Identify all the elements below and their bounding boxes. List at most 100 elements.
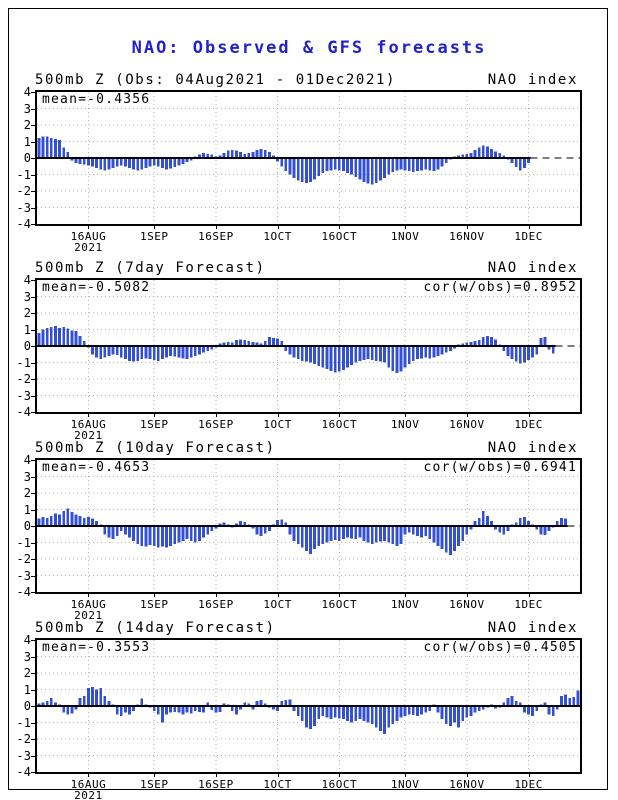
nao-daily-bar	[547, 706, 551, 715]
nao-daily-bar	[494, 526, 498, 530]
y-axis-tick-label: -1	[16, 715, 31, 730]
x-axis-tick-label: 1NOV	[390, 598, 420, 611]
x-axis-tick-mark	[466, 774, 468, 777]
nao-daily-bar	[251, 341, 255, 346]
nao-daily-bar	[477, 517, 481, 526]
nao-daily-bar	[156, 158, 160, 167]
x-axis-tick-label: 16AUG	[70, 230, 107, 243]
nao-daily-bar	[325, 706, 329, 718]
nao-daily-bar	[432, 158, 436, 172]
nao-daily-bar	[539, 526, 543, 535]
nao-daily-bar	[62, 327, 66, 346]
nao-daily-bar	[416, 346, 419, 360]
nao-daily-bar	[395, 158, 399, 171]
x-axis-tick-label: 1OCT	[263, 230, 292, 243]
nao-daily-bar	[66, 706, 70, 715]
nao-daily-bar	[284, 346, 288, 351]
nao-daily-bar	[54, 513, 57, 526]
nao-daily-bar	[444, 706, 448, 725]
nao-daily-bar	[329, 706, 333, 720]
x-axis-tick-mark	[528, 226, 530, 229]
nao-daily-bar	[366, 526, 370, 543]
nao-daily-bar	[296, 158, 300, 181]
nao-daily-bar	[288, 346, 292, 355]
nao-daily-bar	[243, 153, 247, 158]
x-axis-year-label: 2021	[74, 609, 103, 622]
nao-daily-bar	[337, 158, 341, 171]
nao-index-label: NAO index	[487, 440, 578, 456]
y-axis-tick-label: 0	[23, 151, 31, 165]
nao-daily-bar	[165, 526, 168, 548]
nao-daily-bar	[185, 706, 189, 713]
nao-daily-bar	[354, 706, 358, 721]
nao-daily-bar	[280, 341, 284, 346]
nao-daily-bar	[226, 341, 230, 346]
nao-daily-bar	[399, 158, 403, 170]
nao-daily-bar	[329, 526, 333, 541]
nao-daily-bar	[91, 346, 94, 355]
nao-daily-bar	[309, 706, 312, 730]
nao-daily-bar	[267, 526, 271, 531]
nao-daily-bar	[424, 706, 428, 713]
nao-daily-bar	[514, 158, 518, 168]
nao-daily-bar	[173, 706, 177, 712]
nao-daily-bar	[362, 526, 366, 541]
nao-daily-bar	[37, 703, 41, 706]
nao-daily-bar	[391, 346, 395, 371]
nao-daily-bar	[181, 158, 185, 164]
nao-daily-bar	[514, 522, 518, 526]
nao-daily-bar	[428, 158, 432, 171]
nao-daily-bar	[210, 346, 214, 350]
nao-daily-bar	[62, 706, 66, 713]
nao-daily-bar	[416, 706, 419, 716]
y-axis-tick-mark	[31, 362, 35, 364]
nao-daily-bar	[473, 149, 477, 158]
nao-daily-bar	[62, 511, 66, 526]
nao-daily-bar	[502, 346, 506, 351]
nao-daily-bar	[411, 346, 415, 361]
nao-daily-bar	[300, 526, 304, 548]
y-axis-tick-mark	[31, 346, 35, 347]
nao-daily-bar	[37, 518, 41, 526]
nao-daily-bar	[235, 706, 238, 715]
nao-daily-bar	[416, 526, 419, 536]
nao-daily-bar	[481, 706, 485, 710]
nao-daily-bar	[276, 520, 279, 526]
nao-daily-bar	[91, 687, 94, 706]
nao-daily-bar	[251, 152, 255, 158]
nao-daily-bar	[407, 346, 411, 365]
nao-daily-bar	[41, 702, 45, 706]
x-axis-tick-label: 16NOV	[449, 778, 485, 791]
nao-daily-bar	[54, 702, 57, 706]
nao-daily-bar	[284, 522, 288, 526]
y-axis-tick-mark	[31, 640, 35, 641]
y-axis-tick-label: 3	[23, 101, 31, 116]
x-axis-tick-mark	[339, 774, 341, 777]
nao-daily-bar	[144, 158, 148, 168]
nao-daily-bar	[481, 511, 485, 526]
nao-daily-bar	[379, 346, 382, 362]
nao-daily-bar	[391, 158, 395, 173]
panel-title: 500mb Z (7day Forecast)	[35, 260, 266, 276]
nao-daily-bar	[70, 158, 74, 161]
nao-daily-bar	[465, 706, 469, 718]
nao-daily-bar	[140, 526, 144, 546]
nao-daily-bar	[374, 706, 378, 728]
nao-daily-bar	[243, 340, 247, 346]
nao-daily-bar	[263, 341, 267, 346]
nao-daily-bar	[420, 346, 423, 359]
nao-daily-bar	[152, 706, 156, 711]
nao-daily-bar	[346, 346, 349, 368]
correlation-label: cor(w/obs)=0.4505	[423, 640, 577, 655]
nao-daily-bar	[78, 697, 82, 706]
nao-daily-bar	[111, 158, 115, 168]
nao-daily-bar	[111, 526, 115, 540]
y-axis-tick-label: 4	[23, 453, 31, 467]
nao-daily-bar	[95, 158, 98, 168]
nao-daily-bar	[440, 158, 444, 167]
nao-daily-bar	[510, 346, 514, 360]
x-axis-tick-label: 16OCT	[321, 418, 358, 431]
nao-daily-bar	[210, 706, 214, 711]
nao-daily-bar	[469, 526, 473, 530]
y-axis-tick-label: -4	[16, 217, 31, 231]
